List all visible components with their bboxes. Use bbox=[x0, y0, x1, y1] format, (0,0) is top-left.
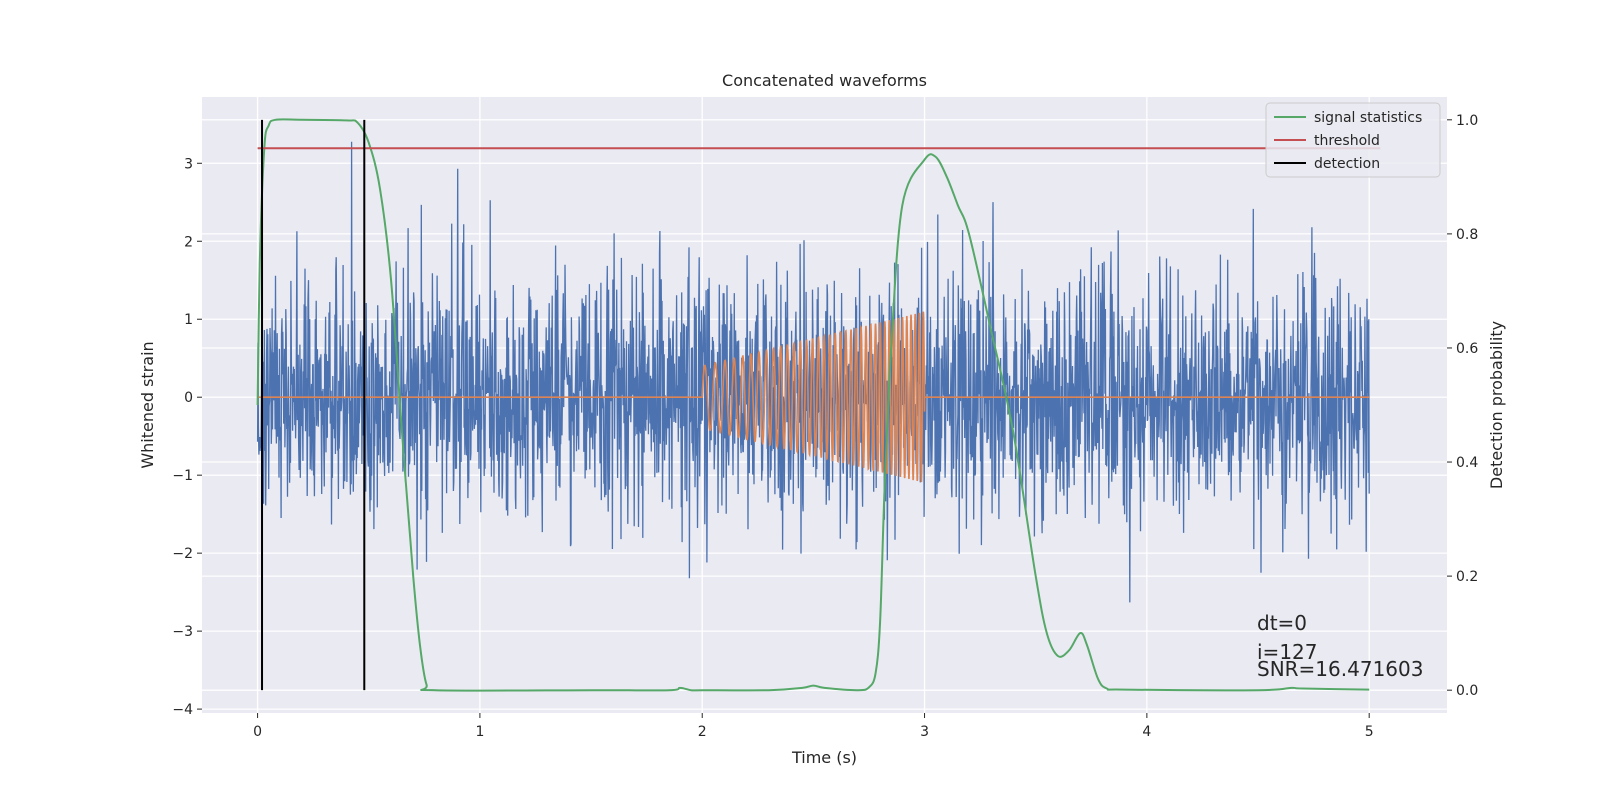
series-line bbox=[256, 118, 1370, 692]
x-tick-label: 1 bbox=[475, 724, 484, 740]
y-tick-label: 2 bbox=[184, 234, 193, 250]
x-tick-label: 5 bbox=[1365, 724, 1374, 740]
x-tick-label: 4 bbox=[1142, 724, 1151, 740]
y2-tick-label: 1.0 bbox=[1456, 113, 1478, 129]
x-axis-label: Time (s) bbox=[791, 748, 857, 767]
y2-tick-label: 0.4 bbox=[1456, 455, 1478, 471]
annotation-dt: dt=0 bbox=[1257, 611, 1307, 635]
x-tick-label: 3 bbox=[920, 724, 929, 740]
legend-label: signal statistics bbox=[1314, 110, 1422, 126]
x-tick-label: 0 bbox=[253, 724, 262, 740]
y-axis-label: Whitened strain bbox=[138, 341, 157, 468]
series-trace-0 bbox=[256, 141, 1370, 603]
axes: 0 1 2 3 4 5 3 2 1 0 −1 −2 −3 −4 1.0 0.8 0.6 0.4 0.2 0.0 bbox=[172, 113, 1478, 740]
y-tick-label: 1 bbox=[184, 312, 193, 328]
y2-tick-label: 0.2 bbox=[1456, 569, 1478, 585]
chirp-trace-line bbox=[257, 311, 1370, 483]
legend-label: threshold bbox=[1314, 133, 1380, 149]
y-tick-label: −3 bbox=[172, 624, 193, 640]
y2-tick-label: 0.0 bbox=[1456, 683, 1478, 699]
legend-label: detection bbox=[1314, 156, 1380, 172]
chart-title: Concatenated waveforms bbox=[722, 71, 927, 90]
y-tick-label: −4 bbox=[172, 702, 193, 718]
annotation-snr: SNR=16.471603 bbox=[1257, 657, 1423, 681]
y2-tick-label: 0.8 bbox=[1456, 227, 1478, 243]
series-layer bbox=[256, 118, 1381, 692]
y-tick-label: −2 bbox=[172, 546, 193, 562]
series-trace-1 bbox=[257, 311, 1370, 483]
y2-tick-label: 0.6 bbox=[1456, 341, 1478, 357]
y-tick-label: −1 bbox=[172, 468, 193, 484]
noise-trace-line bbox=[256, 141, 1370, 603]
y2-axis-label: Detection probability bbox=[1487, 321, 1506, 489]
annotation-index: i=127 bbox=[1257, 640, 1318, 664]
x-tick-label: 2 bbox=[698, 724, 707, 740]
y-tick-label: 3 bbox=[184, 156, 193, 172]
y-tick-label: 0 bbox=[184, 390, 193, 406]
legend: signal statistics threshold detection bbox=[1265, 102, 1441, 178]
series-signal-statistics bbox=[256, 118, 1370, 692]
legend-box bbox=[1265, 102, 1441, 178]
series-detection bbox=[261, 119, 366, 691]
